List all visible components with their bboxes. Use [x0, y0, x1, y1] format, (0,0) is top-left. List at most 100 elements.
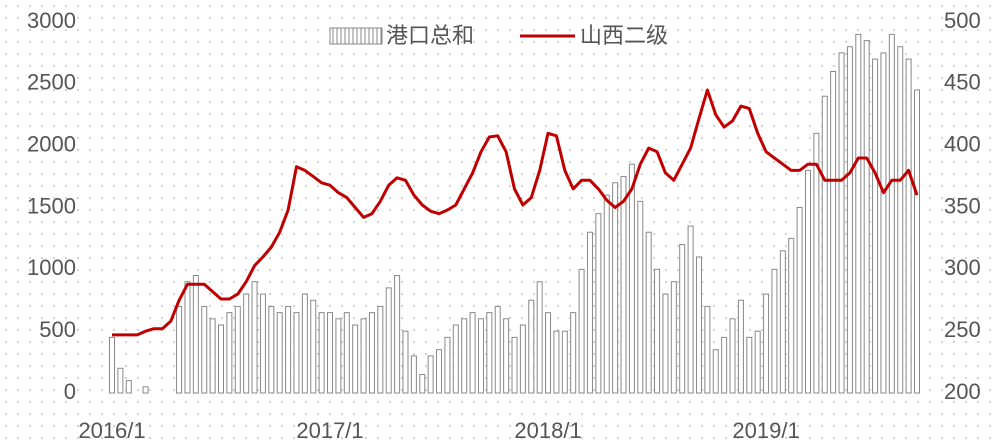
bar	[259, 293, 266, 394]
bar	[905, 58, 912, 394]
bar	[872, 58, 879, 394]
bar	[561, 330, 568, 394]
bar	[268, 305, 275, 394]
y2-tick-label: 450	[944, 70, 981, 95]
bar	[595, 213, 602, 394]
bar	[788, 237, 795, 394]
bar	[444, 336, 451, 394]
bar	[821, 95, 828, 394]
bar	[335, 318, 342, 394]
bar	[243, 293, 250, 394]
bar	[695, 256, 702, 394]
bar	[670, 281, 677, 394]
bar	[578, 268, 585, 394]
bar	[117, 367, 124, 394]
bar	[477, 318, 484, 394]
bar	[721, 336, 728, 394]
bar	[218, 324, 225, 394]
bar	[360, 318, 367, 394]
bar	[637, 200, 644, 394]
bar	[586, 231, 593, 394]
bar	[779, 250, 786, 394]
bar	[301, 293, 308, 394]
bar	[737, 299, 744, 394]
bar	[285, 305, 292, 394]
bar	[796, 207, 803, 394]
bar	[603, 194, 610, 394]
x-tick-label: 2019/1	[732, 418, 799, 443]
bar	[863, 40, 870, 394]
bar	[209, 318, 216, 394]
bar	[234, 305, 241, 394]
legend-label: 山西二级	[580, 23, 668, 48]
bar	[914, 89, 920, 394]
bar	[343, 312, 350, 394]
bar	[125, 380, 132, 394]
y2-tick-label: 350	[944, 193, 981, 218]
bar	[494, 305, 501, 394]
bar	[712, 349, 719, 394]
bar	[662, 293, 669, 394]
y2-tick-label: 200	[944, 379, 981, 404]
bar	[628, 163, 635, 394]
y2-tick-label: 300	[944, 255, 981, 280]
bar	[804, 169, 811, 394]
bar	[293, 312, 300, 394]
bar	[176, 305, 183, 394]
bar	[469, 312, 476, 394]
bar	[846, 46, 853, 394]
legend-swatch	[329, 27, 383, 45]
x-tick-label: 2018/1	[514, 418, 581, 443]
y-tick-label: 1000	[27, 255, 76, 280]
bar	[251, 281, 258, 394]
y2-tick-label: 400	[944, 131, 981, 156]
bar	[318, 312, 325, 394]
bar	[771, 268, 778, 394]
y-tick-label: 2000	[27, 131, 76, 156]
bar	[352, 324, 359, 394]
bar	[511, 336, 518, 394]
bar	[427, 355, 434, 394]
y2-tick-label: 250	[944, 317, 981, 342]
bar	[536, 281, 543, 394]
x-tick-label: 2016/1	[78, 418, 145, 443]
y-tick-label: 0	[64, 379, 76, 404]
bar	[687, 225, 694, 394]
bar	[192, 275, 199, 394]
bar	[184, 281, 191, 394]
bar	[830, 70, 837, 394]
bar	[394, 275, 401, 394]
bar	[645, 231, 652, 394]
bar	[452, 324, 459, 394]
bar	[838, 52, 845, 394]
bar	[545, 312, 552, 394]
y2-tick-label: 500	[944, 8, 981, 33]
y-tick-label: 500	[39, 317, 76, 342]
bar	[461, 318, 468, 394]
bar	[679, 244, 686, 394]
bar	[486, 312, 493, 394]
bar	[201, 305, 208, 394]
bar	[763, 293, 770, 394]
y-tick-label: 1500	[27, 193, 76, 218]
bar	[410, 355, 417, 394]
bar	[226, 312, 233, 394]
y-tick-label: 3000	[27, 8, 76, 33]
bar	[519, 324, 526, 394]
bar	[503, 318, 510, 394]
bar	[855, 33, 862, 394]
bar	[880, 52, 887, 394]
bar	[612, 182, 619, 394]
bar	[419, 373, 426, 394]
bar	[813, 132, 820, 394]
y-tick-label: 2500	[27, 70, 76, 95]
bar	[327, 312, 334, 394]
bar	[746, 336, 753, 394]
line	[112, 88, 919, 337]
bar	[729, 318, 736, 394]
bar	[553, 330, 560, 394]
bar	[570, 312, 577, 394]
bar	[109, 336, 115, 394]
bar	[888, 33, 895, 394]
